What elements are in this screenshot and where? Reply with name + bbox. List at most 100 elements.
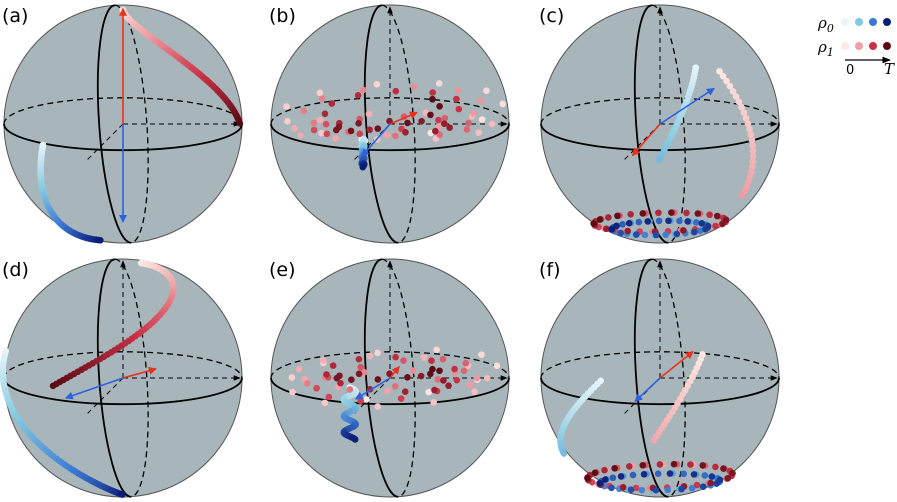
rho1-point <box>619 483 627 491</box>
rho1-point <box>746 125 753 133</box>
rho1-point <box>460 367 468 375</box>
rho1-point <box>410 83 418 91</box>
legend-symbol: ρ <box>817 14 827 32</box>
rho0-vector <box>64 377 124 400</box>
rho1-point <box>483 87 490 94</box>
rho1-point <box>397 395 405 402</box>
rho1-point <box>670 460 678 468</box>
rho0-point <box>701 472 709 479</box>
rho1-point <box>435 80 443 87</box>
rho0-point <box>680 470 688 478</box>
rho1-point <box>744 120 752 127</box>
rho1-point <box>626 463 633 470</box>
rho1-point <box>712 463 719 471</box>
panel-label: (c) <box>539 5 564 27</box>
rho1-point <box>310 119 318 127</box>
rho1-point <box>433 346 440 354</box>
rho1-point <box>427 111 434 119</box>
rho1-point <box>365 110 373 118</box>
rho1-point <box>694 210 702 217</box>
rho0-point <box>673 230 681 238</box>
rho1-point <box>429 89 436 96</box>
legend-time-end: T <box>884 60 895 78</box>
rho1-vector <box>389 365 400 379</box>
rho1-point <box>440 120 448 127</box>
rho1-point <box>363 396 370 403</box>
rho1-point <box>748 163 756 170</box>
rho1-point <box>429 365 436 373</box>
rho1-point <box>707 479 714 487</box>
rho0-point <box>351 436 359 443</box>
rho1-point <box>313 385 320 392</box>
legend-dot <box>883 42 891 50</box>
rho1-point <box>699 462 707 469</box>
rho1-point <box>404 119 411 127</box>
rho1-point <box>418 117 425 125</box>
rho0-vector <box>634 377 661 403</box>
legend-label: ρ0 <box>817 14 834 35</box>
rho0-point <box>690 228 698 236</box>
rho1-point <box>357 397 364 405</box>
rho1-point <box>425 388 432 396</box>
legend-time-start: 0 <box>846 63 854 78</box>
bloch-sphere: (b) <box>269 4 510 244</box>
rho1-point <box>374 376 382 383</box>
rho1-point <box>329 362 337 369</box>
rho1-point <box>471 388 478 396</box>
rho1-point <box>409 367 417 374</box>
rho1-point <box>355 120 362 127</box>
rho1-point <box>749 142 756 149</box>
rho0-point <box>704 222 712 230</box>
rho0-vector <box>355 377 391 400</box>
rho1-point <box>316 89 324 97</box>
rho1-point <box>732 93 740 100</box>
rho1-point <box>319 357 327 364</box>
bloch-sphere: (c) <box>539 4 780 244</box>
rho1-point <box>373 81 381 88</box>
rho1-point <box>455 105 463 113</box>
rho1-point <box>720 465 727 472</box>
rho1-point <box>749 158 757 165</box>
rho1-point <box>722 216 730 224</box>
rho1-point <box>451 365 458 373</box>
rho0-vector <box>361 123 391 158</box>
rho1-point <box>404 373 411 381</box>
rho0-point <box>662 231 669 239</box>
rho0-point <box>698 220 706 227</box>
equator-front <box>540 377 780 406</box>
rho0-point <box>613 222 620 230</box>
rho1-point <box>748 136 756 144</box>
rho0-point <box>640 470 648 478</box>
rho0-point <box>684 218 692 225</box>
rho1-point <box>392 353 399 361</box>
rho1-point <box>596 216 604 223</box>
panel-label: (b) <box>269 5 296 27</box>
rho1-vector <box>659 350 694 379</box>
rho1-point <box>289 388 296 396</box>
rho0-point <box>696 227 704 235</box>
rho1-point <box>465 119 472 127</box>
rho0-point <box>617 473 625 480</box>
rho1-point <box>488 120 496 128</box>
rho1-point <box>624 227 632 235</box>
panel-label: (f) <box>539 259 561 281</box>
rho0-point <box>699 483 707 491</box>
rho1-point <box>333 374 341 382</box>
rho1-point <box>584 474 591 482</box>
rho1-point <box>603 225 610 233</box>
rho0-point <box>359 163 367 171</box>
rho1-point <box>391 383 399 390</box>
rho0-point <box>627 486 635 494</box>
rho1-point <box>483 375 491 382</box>
rho1-point <box>466 381 474 388</box>
rho1-point <box>742 114 750 122</box>
rho0-point <box>625 219 633 227</box>
legend-subscript: 0 <box>827 22 834 35</box>
rho1-point <box>432 127 439 135</box>
rho1-point <box>323 371 330 378</box>
rho1-point <box>601 466 608 474</box>
equator-front <box>3 377 243 406</box>
rho1-point <box>291 124 298 132</box>
equator-front <box>270 377 510 406</box>
equator-back <box>3 351 243 379</box>
